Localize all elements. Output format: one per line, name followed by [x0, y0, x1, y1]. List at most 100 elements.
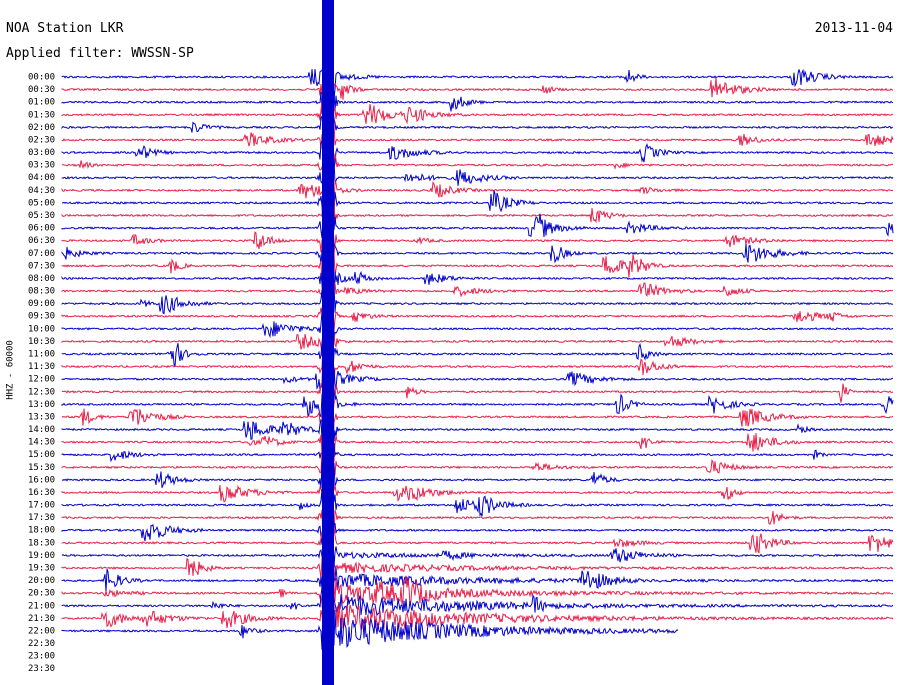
row-label: 19:30	[28, 564, 55, 574]
trace	[61, 423, 894, 510]
main-shock	[322, 0, 334, 685]
trace	[61, 146, 894, 239]
row-label: 22:00	[28, 626, 55, 636]
trace	[61, 370, 894, 485]
row-label: 10:00	[28, 324, 55, 334]
row-label: 05:00	[28, 198, 55, 208]
row-label: 01:30	[28, 110, 55, 120]
row-label: 08:30	[28, 287, 55, 297]
trace	[61, 418, 894, 535]
trace	[61, 520, 894, 628]
trace	[61, 268, 894, 375]
trace	[61, 566, 679, 685]
row-label: 10:30	[28, 337, 55, 347]
row-label: 23:30	[28, 664, 55, 674]
trace	[61, 344, 894, 451]
trace	[61, 19, 894, 148]
trace	[61, 466, 894, 572]
trace	[61, 373, 894, 497]
date: 2013-11-04	[815, 21, 893, 36]
trace	[61, 66, 894, 195]
trace	[61, 394, 894, 543]
row-label: 16:00	[28, 475, 55, 485]
trace	[61, 298, 894, 412]
trace	[61, 196, 894, 304]
row-label: 03:30	[28, 161, 55, 171]
trace	[61, 179, 894, 313]
trace	[61, 260, 894, 362]
row-label: 13:30	[28, 412, 55, 422]
trace	[61, 121, 894, 233]
trace	[61, 47, 894, 175]
row-label: 11:30	[28, 362, 55, 372]
station-title: NOA Station LKR	[6, 21, 124, 36]
row-label: 09:30	[28, 312, 55, 322]
row-label: 21:00	[28, 601, 55, 611]
trace	[61, 291, 894, 423]
row-label: 20:00	[28, 576, 55, 586]
row-label: 15:00	[28, 450, 55, 460]
row-label: 00:30	[28, 85, 55, 95]
row-label: 12:00	[28, 375, 55, 385]
trace	[61, 153, 894, 250]
row-label: 13:00	[28, 400, 55, 410]
trace	[61, 107, 894, 205]
row-label: 14:00	[28, 425, 55, 435]
trace	[61, 591, 894, 684]
trace	[61, 60, 894, 164]
trace	[62, 154, 894, 279]
trace	[61, 485, 894, 575]
row-label: 03:00	[28, 148, 55, 158]
row-label: 04:00	[28, 173, 55, 183]
row-label: 20:30	[28, 589, 55, 599]
row-label: 02:30	[28, 135, 55, 145]
row-label: 09:00	[28, 299, 55, 309]
row-label: 06:30	[28, 236, 55, 246]
row-label: 15:30	[28, 463, 55, 473]
trace	[61, 555, 894, 645]
row-label: 17:00	[28, 501, 55, 511]
trace	[61, 9, 893, 165]
row-label: 02:00	[28, 123, 55, 133]
row-label: 11:00	[28, 349, 55, 359]
axis-label: HHZ - 60000	[6, 340, 16, 400]
traces	[61, 0, 894, 685]
trace	[61, 242, 894, 354]
trace	[61, 539, 894, 629]
trace	[61, 279, 894, 410]
row-label: 04:30	[28, 186, 55, 196]
row-label: 07:30	[28, 261, 55, 271]
row-label: 06:00	[28, 224, 55, 234]
trace	[61, 473, 894, 583]
row-label: 08:00	[28, 274, 55, 284]
row-label: 14:30	[28, 438, 55, 448]
row-label: 23:00	[28, 652, 55, 662]
row-label: 18:00	[28, 526, 55, 536]
row-label: 17:30	[28, 513, 55, 523]
row-label: 21:30	[28, 614, 55, 624]
trace	[61, 447, 894, 566]
row-label: 18:30	[28, 538, 55, 548]
row-label: 12:30	[28, 387, 55, 397]
row-label: 01:00	[28, 98, 55, 108]
trace	[61, 74, 894, 195]
row-label: 22:30	[28, 639, 55, 649]
trace	[61, 322, 894, 433]
trace	[61, 369, 894, 478]
trace	[61, 541, 894, 679]
trace	[61, 169, 894, 270]
trace	[61, 340, 894, 479]
trace	[61, 201, 894, 316]
row-label: 19:00	[28, 551, 55, 561]
trace	[61, 481, 894, 619]
trace	[61, 186, 894, 281]
row-label: 16:30	[28, 488, 55, 498]
filter-label: Applied filter: WWSSN-SP	[6, 46, 194, 61]
row-label: 05:30	[28, 211, 55, 221]
row-label: 00:00	[28, 73, 55, 83]
row-label: 07:00	[28, 249, 55, 259]
trace	[61, 503, 894, 598]
trace	[61, 211, 894, 352]
trace	[61, 239, 894, 378]
